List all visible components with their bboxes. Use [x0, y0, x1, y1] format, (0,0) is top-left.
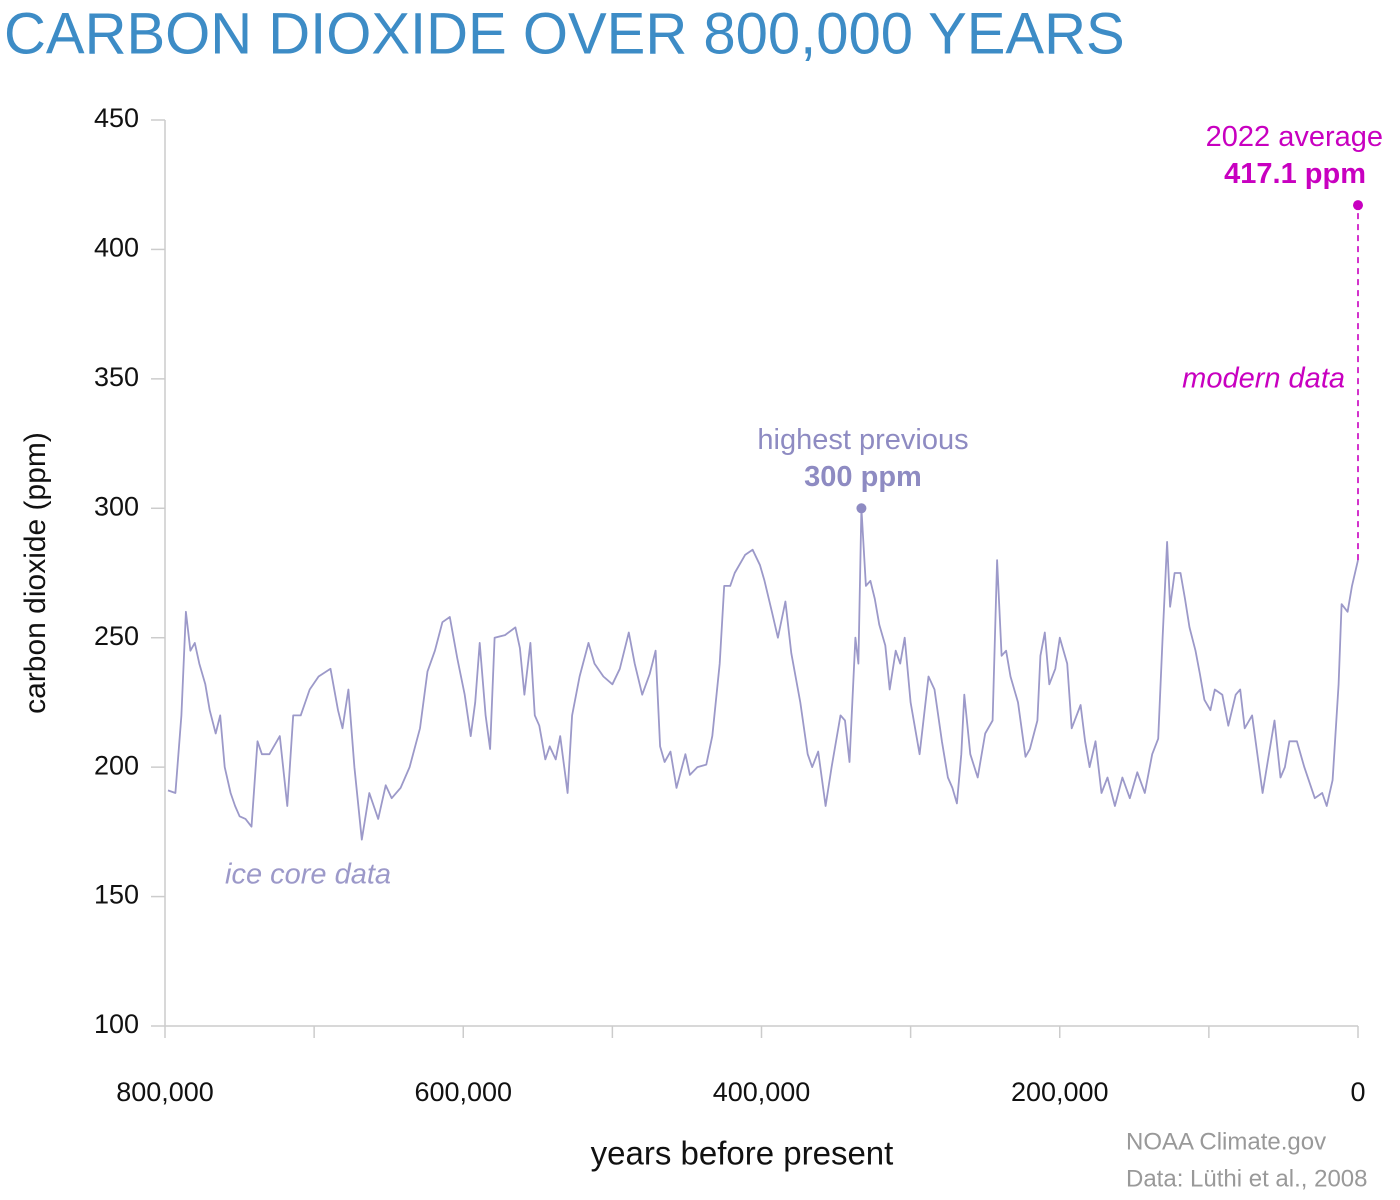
x-tick-label: 400,000 [713, 1077, 811, 1107]
x-axis-label: years before present [591, 1135, 894, 1172]
y-tick-label: 100 [94, 1009, 139, 1039]
chart-title: CARBON DIOXIDE OVER 800,000 YEARS [4, 1, 1125, 66]
y-tick-label: 250 [94, 621, 139, 651]
y-tick-label: 300 [94, 491, 139, 521]
annotation-text: 2022 average [1206, 121, 1383, 153]
annotation-marker [856, 503, 867, 514]
y-tick-label: 350 [94, 362, 139, 392]
series-label: ice core data [225, 859, 391, 891]
annotation-value: 300 ppm [804, 461, 922, 493]
x-tick-label: 200,000 [1011, 1077, 1109, 1107]
y-tick-label: 450 [94, 103, 139, 133]
y-axis-label: carbon dioxide (ppm) [19, 432, 52, 714]
x-tick-label: 800,000 [116, 1077, 214, 1107]
y-tick-label: 200 [94, 750, 139, 780]
annotation-value: 417.1 ppm [1224, 158, 1366, 190]
source-line: NOAA Climate.gov [1126, 1128, 1326, 1155]
x-tick-label: 600,000 [414, 1077, 512, 1107]
annotation-marker [1353, 200, 1363, 211]
y-tick-label: 400 [94, 233, 139, 263]
y-tick-label: 150 [94, 880, 139, 910]
series-label: modern data [1182, 363, 1345, 395]
annotation-text: highest previous [757, 424, 968, 456]
series-line [167, 507, 1359, 841]
x-tick-label: 0 [1350, 1077, 1365, 1107]
source-line: Data: Lüthi et al., 2008 [1126, 1165, 1368, 1192]
